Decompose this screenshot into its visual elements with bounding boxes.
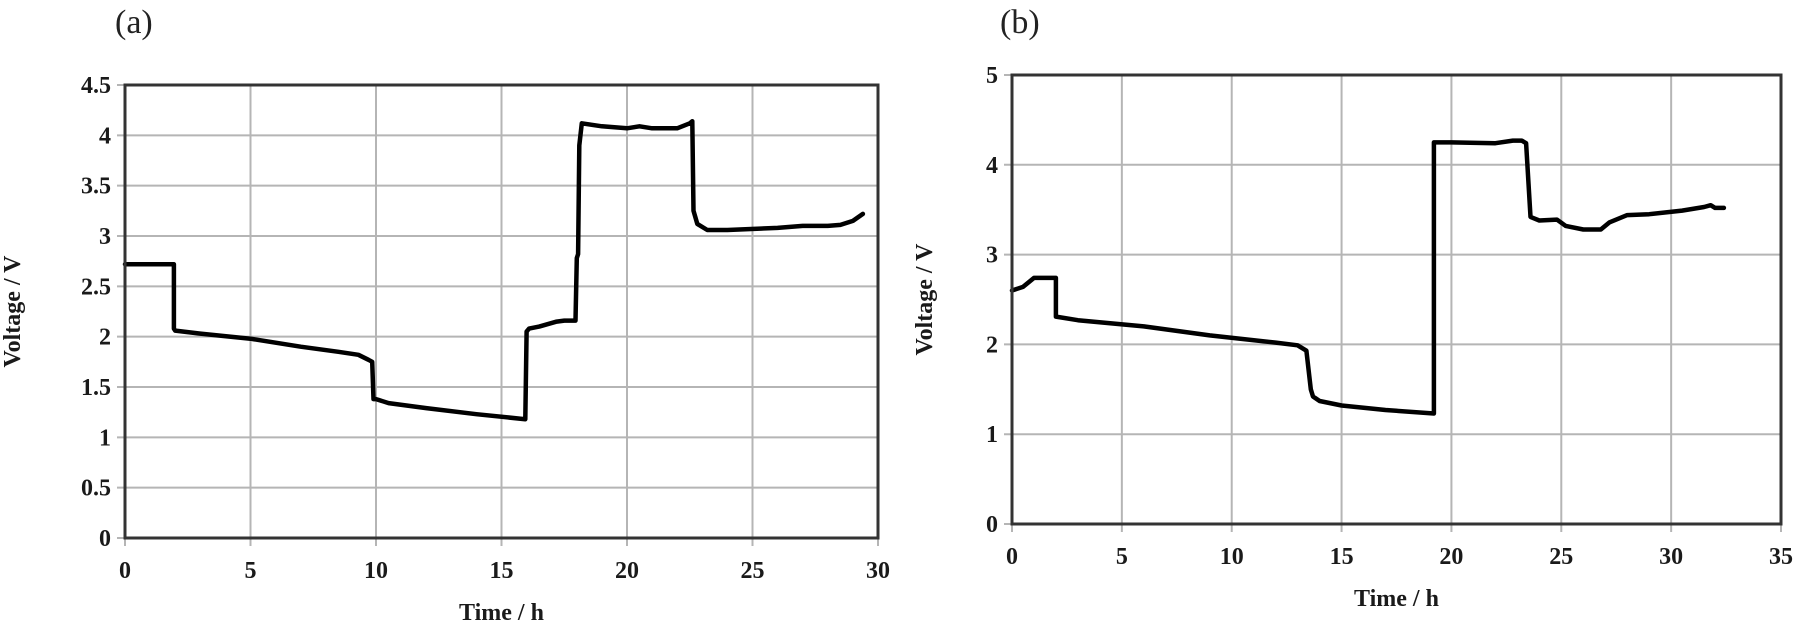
- x-tick-label: 15: [1330, 544, 1354, 570]
- gridlines-b: [1004, 74, 1782, 532]
- x-tick-label: 30: [1659, 544, 1683, 570]
- y-tick-label: 1: [99, 425, 111, 451]
- x-tick-label: 20: [615, 558, 639, 584]
- panel-label-b: (b): [1000, 4, 1040, 41]
- x-axis-title-b: Time / h: [1354, 586, 1439, 612]
- y-tick-label: 3.5: [81, 174, 111, 200]
- chart-panel-b: (b) 0 1 2 3 4 5 0 5 10 15 20 25 30 35 Time / h Voltag…: [912, 4, 1793, 612]
- x-axis-title-a: Time / h: [459, 600, 544, 626]
- y-tick-label: 0.5: [81, 476, 111, 502]
- y-axis-title-a: Voltage / V: [0, 255, 26, 368]
- x-tick-label: 25: [1549, 544, 1573, 570]
- y-tick-label: 0: [99, 526, 111, 552]
- y-tick-label: 4.5: [81, 73, 111, 99]
- x-tick-label: 25: [741, 558, 765, 584]
- x-tick-label: 35: [1769, 544, 1793, 570]
- x-tick-label: 15: [490, 558, 514, 584]
- y-tick-label: 4: [986, 153, 998, 179]
- voltage-curve-b: [1009, 138, 1727, 416]
- plot-frame-a: [123, 83, 880, 540]
- gridlines-a: [117, 84, 879, 546]
- voltage-curve-a: [122, 118, 866, 422]
- y-tick-label: 4: [99, 123, 111, 149]
- y-tick-label: 2: [99, 325, 111, 351]
- y-tick-label: 2.5: [81, 274, 111, 300]
- y-tick-label: 3: [99, 224, 111, 250]
- x-tick-label: 0: [119, 558, 131, 584]
- y-axis-title-b: Voltage / V: [912, 243, 938, 356]
- x-tick-label: 0: [1006, 544, 1018, 570]
- chart-panel-a: (a) 0 0.5 1 1.5 2 2.5 3 3.5 4 4.5 0 5 10 15 20 25 30 Tim…: [0, 4, 890, 626]
- y-tick-label: 0: [986, 512, 998, 538]
- x-tick-label: 20: [1439, 544, 1463, 570]
- panel-label-a: (a): [115, 4, 153, 41]
- y-tick-label: 3: [986, 243, 998, 269]
- y-tick-label: 1.5: [81, 375, 111, 401]
- x-tick-label: 30: [866, 558, 890, 584]
- tick-labels-a: 0 0.5 1 1.5 2 2.5 3 3.5 4 4.5 0 5 10 15 20 25 30: [81, 73, 890, 584]
- y-tick-label: 2: [986, 332, 998, 358]
- tick-labels-b: 0 1 2 3 4 5 0 5 10 15 20 25 30 35: [986, 63, 1793, 570]
- x-tick-label: 10: [1220, 544, 1244, 570]
- plot-frame-b: [1010, 73, 1783, 526]
- x-tick-label: 5: [245, 558, 257, 584]
- x-tick-label: 5: [1116, 544, 1128, 570]
- y-tick-label: 5: [986, 63, 998, 89]
- y-tick-label: 1: [986, 422, 998, 448]
- x-tick-label: 10: [364, 558, 388, 584]
